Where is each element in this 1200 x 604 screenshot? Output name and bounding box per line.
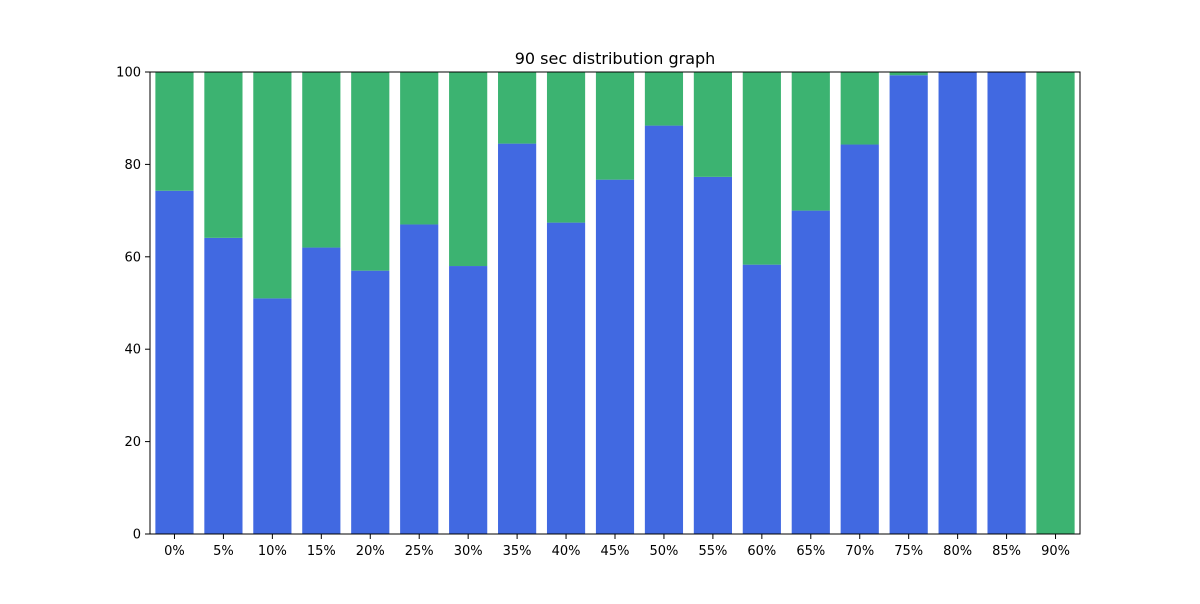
bar-segment-2-2 <box>253 72 292 299</box>
bar-segment-1-3 <box>302 247 341 534</box>
x-tick-label: 65% <box>796 544 825 559</box>
bar-segment-1-8 <box>546 222 586 535</box>
bar-segment-2-12 <box>742 72 781 265</box>
bar-segment-2-10 <box>644 72 684 126</box>
bar-segment-1-13 <box>791 210 830 534</box>
x-tick-label: 85% <box>992 544 1021 559</box>
chart-title: 90 sec distribution graph <box>515 49 716 68</box>
bar-segment-1-7 <box>498 143 537 535</box>
bar-segment-1-2 <box>253 298 292 534</box>
bar-segment-2-3 <box>302 72 341 248</box>
x-tick-label: 20% <box>356 544 385 559</box>
y-tick-label: 20 <box>124 435 141 450</box>
x-tick-label: 90% <box>1041 544 1070 559</box>
bar-segment-2-15 <box>889 72 928 76</box>
bar-segment-1-4 <box>351 270 390 534</box>
x-tick-label: 10% <box>258 544 287 559</box>
bar-segment-2-11 <box>693 72 732 177</box>
bar-segment-1-5 <box>400 224 439 534</box>
x-tick-label: 45% <box>601 544 630 559</box>
x-tick-label: 15% <box>307 544 336 559</box>
y-tick-label: 60 <box>124 250 141 265</box>
bar-segment-2-0 <box>155 72 194 191</box>
bar-segment-2-6 <box>449 72 488 267</box>
bar-segment-1-6 <box>449 266 488 534</box>
bar-segment-1-9 <box>595 179 635 534</box>
bar-segment-1-10 <box>644 125 684 534</box>
x-axis: 0% 5% 10% 15% 20% 25% 30% 35% 40% 45% 50% 55% 60% 65%… <box>164 534 1070 559</box>
y-tick-label: 40 <box>124 343 141 358</box>
x-tick-label: 55% <box>698 544 727 559</box>
bar-segment-1-1 <box>204 237 243 535</box>
bar-segment-1-16 <box>938 72 977 534</box>
x-tick-label: 5% <box>213 544 234 559</box>
bar-segment-2-7 <box>498 72 537 144</box>
x-tick-label: 40% <box>552 544 581 559</box>
x-tick-label: 50% <box>649 544 678 559</box>
bar-segment-2-8 <box>546 72 586 223</box>
bars-layer <box>155 72 1075 535</box>
bar-segment-1-0 <box>155 190 194 535</box>
bar-segment-2-9 <box>595 72 635 180</box>
bar-segment-1-14 <box>840 144 879 534</box>
bar-segment-1-12 <box>742 264 781 534</box>
bar-segment-1-17 <box>987 72 1026 534</box>
x-tick-label: 35% <box>503 544 532 559</box>
x-tick-label: 70% <box>845 544 874 559</box>
bar-segment-2-14 <box>840 72 879 145</box>
x-tick-label: 75% <box>894 544 923 559</box>
y-tick-label: 100 <box>116 66 141 81</box>
bar-segment-1-15 <box>889 75 928 534</box>
x-tick-label: 0% <box>164 544 185 559</box>
bar-segment-2-13 <box>791 72 830 211</box>
x-tick-label: 80% <box>943 544 972 559</box>
x-tick-label: 25% <box>405 544 434 559</box>
x-tick-label: 30% <box>454 544 483 559</box>
y-tick-label: 80 <box>124 158 141 173</box>
x-tick-label: 60% <box>747 544 776 559</box>
y-tick-label: 0 <box>133 528 141 543</box>
plot-frame <box>149 71 1081 535</box>
y-axis: 0 20 40 60 80 100 <box>116 66 150 543</box>
bar-segment-1-11 <box>693 176 732 534</box>
bar-segment-2-1 <box>204 72 243 238</box>
bar-segment-2-4 <box>351 72 390 271</box>
bar-segment-2-5 <box>400 72 439 225</box>
bar-segment-2-18 <box>1036 72 1075 534</box>
